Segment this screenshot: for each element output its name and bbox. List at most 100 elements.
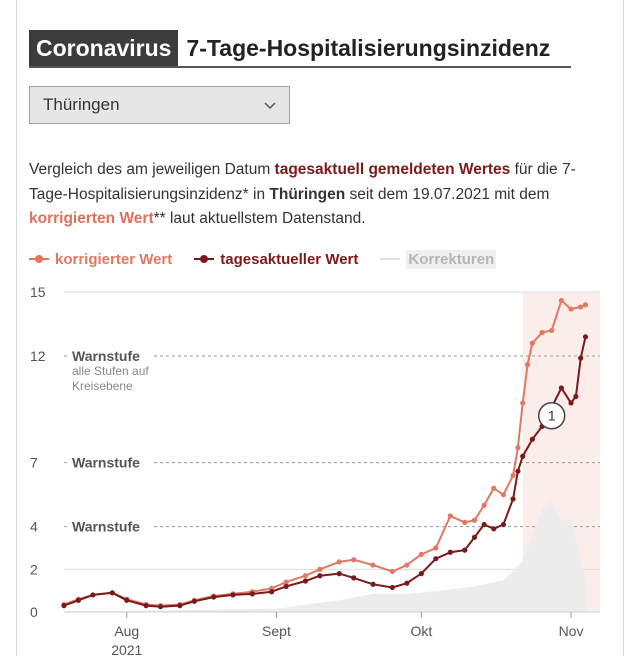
threshold-sublabel: Kreisebene xyxy=(72,379,133,393)
daily-point xyxy=(462,547,468,553)
topic-tag: Coronavirus xyxy=(29,30,179,66)
daily-point xyxy=(143,603,149,609)
legend-label-daily: tagesaktueller Wert xyxy=(220,250,359,268)
y-tick-label: 7 xyxy=(30,455,38,471)
daily-point xyxy=(61,603,67,609)
daily-point xyxy=(433,556,439,562)
daily-point xyxy=(211,594,217,600)
daily-point xyxy=(404,580,410,586)
corrected-point xyxy=(302,573,309,579)
desc-highlight-daily: tagesaktuell gemeldeten Wertes xyxy=(274,161,511,178)
threshold-label: Warnstufe xyxy=(72,455,140,471)
daily-point xyxy=(500,521,507,528)
corrected-point xyxy=(568,306,574,312)
corrected-line xyxy=(63,299,586,607)
threshold-sublabel: alle Stufen auf xyxy=(72,364,149,378)
corrected-point xyxy=(283,579,289,585)
daily-point xyxy=(529,436,535,442)
y-tick-label: 15 xyxy=(30,284,46,300)
daily-point xyxy=(249,591,255,597)
legend-marker-corrected xyxy=(29,254,49,264)
x-tick-label: Sept xyxy=(262,623,291,639)
x-tick-label: Nov xyxy=(559,623,584,639)
chart-frame xyxy=(16,0,624,656)
daily-point xyxy=(573,393,579,400)
x-tick-label: Aug xyxy=(114,623,139,639)
daily-point xyxy=(302,578,309,584)
legend-item-corrections[interactable]: Korrekturen xyxy=(380,249,497,269)
corrected-point xyxy=(404,562,410,568)
legend-item-daily[interactable]: tagesaktueller Wert xyxy=(194,251,358,268)
corrections-area xyxy=(64,501,586,612)
corrected-point xyxy=(389,568,395,575)
daily-point xyxy=(191,598,197,604)
desc-highlight-state: Thüringen xyxy=(269,185,346,203)
x-tick-label: Okt xyxy=(410,623,432,639)
corrected-point xyxy=(510,472,516,479)
daily-point xyxy=(447,549,453,555)
daily-point xyxy=(269,589,275,595)
annotation-label: 1 xyxy=(548,408,556,424)
state-select-value: Thüringen xyxy=(43,95,120,114)
y-tick-label: 2 xyxy=(30,561,38,577)
y-tick-label: 0 xyxy=(30,604,38,620)
corrected-point xyxy=(481,502,487,508)
desc-text: ** laut aktuellstem Datenstand. xyxy=(153,210,366,227)
threshold-label-bg xyxy=(68,346,152,366)
corrected-point xyxy=(351,557,357,563)
daily-point xyxy=(471,534,478,540)
corrected-point xyxy=(582,302,589,308)
legend-item-corrected[interactable]: korrigierter Wert xyxy=(29,251,172,268)
daily-point xyxy=(351,575,357,581)
legend-label-corrections: Korrekturen xyxy=(406,249,497,269)
corrected-point xyxy=(336,559,342,565)
corrected-point xyxy=(418,551,424,557)
x-tick-sublabel: 2021 xyxy=(111,642,142,656)
daily-point xyxy=(481,521,487,528)
desc-text: Vergleich des am jeweiligen Datum xyxy=(29,161,275,178)
state-select[interactable]: Thüringen xyxy=(29,86,290,124)
daily-point xyxy=(515,468,521,474)
y-tick-label: 4 xyxy=(30,519,38,535)
corrected-point xyxy=(462,519,468,525)
daily-point xyxy=(582,334,589,340)
legend-label-corrected: korrigierter Wert xyxy=(55,250,173,268)
threshold-label-bg xyxy=(68,516,152,537)
daily-point xyxy=(510,496,516,502)
chart-title: 7-Tage-Hospitalisierungsinzidenz xyxy=(186,34,551,61)
corrected-point xyxy=(578,304,584,310)
daily-point xyxy=(491,526,497,532)
chart-legend: korrigierter Wert tagesaktueller Wert Ko… xyxy=(29,248,518,270)
chart-header: Coronavirus 7-Tage-Hospitalisierungsinzi… xyxy=(29,30,550,66)
corrected-point xyxy=(549,327,555,333)
corrected-point xyxy=(524,361,531,368)
corrected-point xyxy=(529,340,535,346)
threshold-label: Warnstufe xyxy=(72,348,140,364)
daily-point xyxy=(124,597,130,603)
daily-point xyxy=(90,592,96,598)
threshold-label: Warnstufe xyxy=(72,519,140,535)
threshold-label-bg xyxy=(68,452,152,473)
daily-point xyxy=(336,571,342,577)
daily-point xyxy=(389,584,395,591)
chart-description: Vergleich des am jeweiligen Datum tagesa… xyxy=(29,158,609,232)
corrected-point xyxy=(447,513,453,519)
desc-text: für die 7-Tage-Hospitalisierungsinzidenz… xyxy=(29,161,576,203)
daily-point xyxy=(520,453,526,459)
daily-point xyxy=(558,385,564,391)
legend-marker-daily xyxy=(194,254,215,264)
daily-point xyxy=(177,603,183,609)
desc-text: seit dem 19.07.2021 mit dem xyxy=(345,185,550,203)
corrected-point xyxy=(558,297,564,304)
daily-line xyxy=(63,336,587,608)
annotation-marker xyxy=(537,401,566,430)
legend-marker-corrections xyxy=(380,254,401,264)
daily-point xyxy=(75,597,82,603)
corrected-point xyxy=(471,517,478,523)
corrected-point xyxy=(370,562,376,568)
daily-point xyxy=(578,355,584,361)
chevron-down-icon xyxy=(264,102,276,110)
corrected-point xyxy=(515,445,521,451)
daily-point xyxy=(568,400,574,406)
